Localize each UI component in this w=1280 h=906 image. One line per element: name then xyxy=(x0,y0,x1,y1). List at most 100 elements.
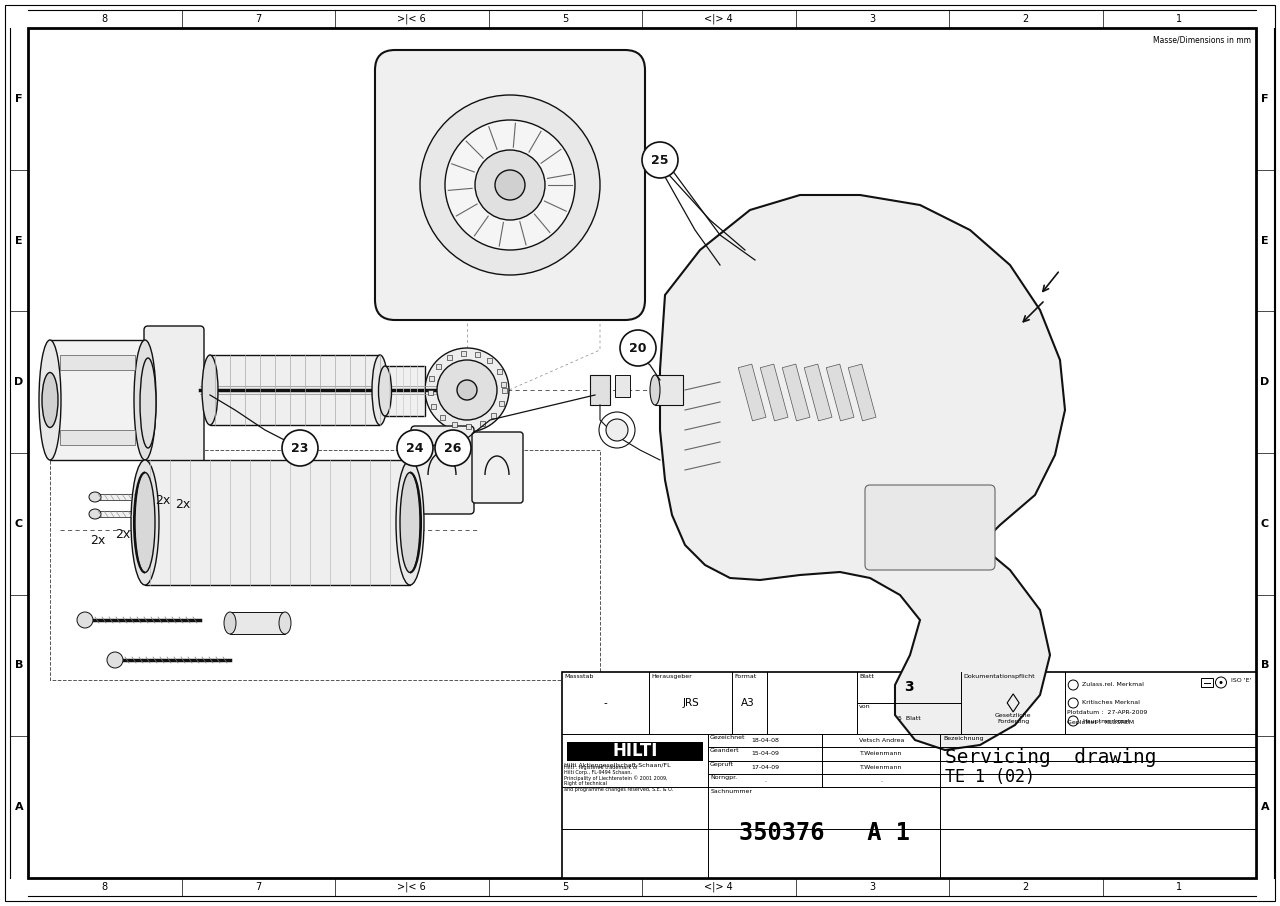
Circle shape xyxy=(1220,681,1222,684)
Circle shape xyxy=(108,652,123,668)
Bar xyxy=(739,364,765,421)
Text: T.Weienmann: T.Weienmann xyxy=(860,765,902,770)
Ellipse shape xyxy=(42,372,58,428)
Bar xyxy=(502,388,507,392)
Bar xyxy=(562,672,1256,878)
Text: Bezeichnung: Bezeichnung xyxy=(943,736,984,741)
Text: Principality of Liechtenstein © 2001 2009,: Principality of Liechtenstein © 2001 200… xyxy=(564,776,668,782)
Text: 5  Blatt: 5 Blatt xyxy=(897,716,920,721)
FancyBboxPatch shape xyxy=(472,432,524,503)
Bar xyxy=(60,430,134,445)
Text: Kritisches Merknal: Kritisches Merknal xyxy=(1082,700,1140,706)
Text: 5: 5 xyxy=(562,14,568,24)
Text: Masse/Dimensions in mm: Masse/Dimensions in mm xyxy=(1153,35,1251,44)
Text: B: B xyxy=(1261,660,1270,670)
Text: 2x: 2x xyxy=(175,498,191,512)
Bar xyxy=(466,425,471,429)
Text: TE 1 (02): TE 1 (02) xyxy=(946,767,1036,786)
Text: 5: 5 xyxy=(562,882,568,892)
Text: 2: 2 xyxy=(1023,14,1029,24)
Circle shape xyxy=(420,95,600,275)
Bar xyxy=(497,369,502,374)
Text: Forderung: Forderung xyxy=(997,718,1029,724)
Text: D: D xyxy=(14,377,23,387)
Text: and programme changes reserved, S.E. & O.: and programme changes reserved, S.E. & O… xyxy=(564,787,673,792)
Text: 350376   A 1: 350376 A 1 xyxy=(739,821,910,844)
Text: A: A xyxy=(14,802,23,812)
Text: 24: 24 xyxy=(406,441,424,455)
Text: HILTI: HILTI xyxy=(612,742,658,760)
Text: 23: 23 xyxy=(292,441,308,455)
Text: Geandert: Geandert xyxy=(710,748,740,753)
Text: Hilti Corp., FL-9494 Schaan,: Hilti Corp., FL-9494 Schaan, xyxy=(564,770,632,776)
Bar xyxy=(452,422,457,428)
Circle shape xyxy=(495,170,525,200)
Text: Herausgeber: Herausgeber xyxy=(652,674,691,679)
Text: E: E xyxy=(1261,236,1268,246)
Bar xyxy=(145,460,410,585)
Text: 1: 1 xyxy=(1176,14,1183,24)
Text: von: von xyxy=(859,704,870,708)
Text: Format: Format xyxy=(735,674,756,679)
Ellipse shape xyxy=(140,358,156,448)
Ellipse shape xyxy=(202,355,218,425)
Text: 8: 8 xyxy=(101,14,108,24)
Bar xyxy=(95,494,145,500)
Bar xyxy=(230,612,285,634)
Circle shape xyxy=(620,330,657,366)
Bar xyxy=(436,363,442,369)
Text: 1: 1 xyxy=(1176,882,1183,892)
Bar xyxy=(95,511,145,517)
Bar xyxy=(428,390,433,395)
Text: 2: 2 xyxy=(1023,882,1029,892)
Bar xyxy=(440,415,444,420)
Bar xyxy=(385,366,425,416)
Text: Geplottet :  KLUSREM: Geplottet : KLUSREM xyxy=(1068,720,1134,725)
Bar xyxy=(475,352,480,357)
Bar xyxy=(431,404,436,409)
Bar xyxy=(1201,678,1213,687)
Ellipse shape xyxy=(224,612,236,634)
Text: Zulass.rel. Merkmal: Zulass.rel. Merkmal xyxy=(1082,682,1144,688)
Text: 2x: 2x xyxy=(155,494,170,506)
Text: JRS: JRS xyxy=(682,698,699,708)
Bar xyxy=(760,364,788,421)
Bar xyxy=(492,413,497,419)
Ellipse shape xyxy=(90,492,101,502)
Ellipse shape xyxy=(90,509,101,519)
Text: .: . xyxy=(764,778,767,783)
Ellipse shape xyxy=(372,355,388,425)
Text: Vetsch Andrea: Vetsch Andrea xyxy=(859,738,904,743)
Polygon shape xyxy=(660,195,1065,750)
Bar xyxy=(447,355,452,360)
Text: 2x: 2x xyxy=(115,527,131,541)
Ellipse shape xyxy=(38,340,61,460)
Text: >|< 6: >|< 6 xyxy=(397,882,426,892)
Text: 8: 8 xyxy=(101,882,108,892)
Text: -: - xyxy=(604,698,608,708)
Bar xyxy=(488,359,493,363)
FancyBboxPatch shape xyxy=(143,326,204,479)
Text: Gezeichnet: Gezeichnet xyxy=(710,735,745,740)
Circle shape xyxy=(435,430,471,466)
Text: Norngpr.: Norngpr. xyxy=(710,775,737,780)
Bar xyxy=(827,364,854,421)
Circle shape xyxy=(457,380,477,400)
Text: C: C xyxy=(15,519,23,529)
Text: A3: A3 xyxy=(741,698,754,708)
Bar xyxy=(804,364,832,421)
Text: 7: 7 xyxy=(255,14,261,24)
Circle shape xyxy=(475,150,545,220)
Text: Gesetzliche: Gesetzliche xyxy=(995,713,1032,718)
Text: Hilti : registered trademark of: Hilti : registered trademark of xyxy=(564,765,637,770)
Text: T.Weienmann: T.Weienmann xyxy=(860,751,902,757)
Bar xyxy=(429,376,434,381)
Text: A: A xyxy=(1261,802,1270,812)
FancyBboxPatch shape xyxy=(375,50,645,320)
Text: 2x: 2x xyxy=(90,534,105,546)
Text: 3: 3 xyxy=(904,680,914,695)
Text: 3: 3 xyxy=(869,882,876,892)
Circle shape xyxy=(643,142,678,178)
Ellipse shape xyxy=(650,375,660,405)
Text: Plotdatum :  27-APR-2009: Plotdatum : 27-APR-2009 xyxy=(1068,710,1148,715)
